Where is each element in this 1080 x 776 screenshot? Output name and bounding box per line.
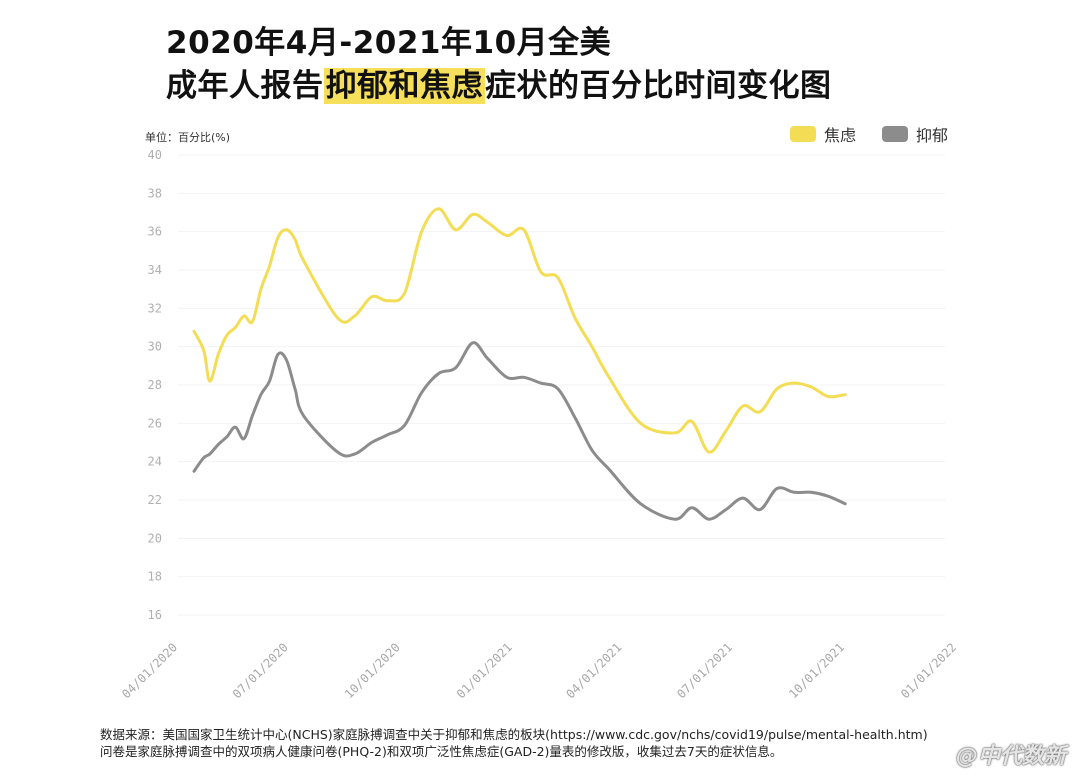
x-tick-label: 07/01/2020	[230, 640, 291, 701]
series-line-depression	[192, 341, 847, 521]
x-tick-label: 01/01/2021	[454, 640, 515, 701]
y-tick-label: 32	[148, 301, 162, 315]
y-tick-label: 40	[148, 148, 162, 162]
y-axis-ticks: 16 18 20 22 24 26 28 30 32 34 36 38 40	[148, 148, 162, 622]
legend-item-depression: 抑郁	[882, 122, 948, 146]
legend-label-depression: 抑郁	[916, 126, 949, 145]
gridlines	[178, 154, 945, 616]
x-tick-label: 10/01/2020	[342, 640, 403, 701]
y-tick-label: 24	[148, 455, 162, 469]
title-line-2-suffix: 症状的百分比时间变化图	[485, 68, 832, 104]
line-chart: 16 18 20 22 24 26 28 30 32 34 36 38 40 04/01/2020 07/…	[119, 148, 959, 701]
title-line-2-prefix: 成年人报告	[166, 68, 324, 104]
title-line-1: 2020年4月-2021年10月全美	[166, 25, 612, 61]
y-tick-label: 20	[148, 531, 162, 545]
y-tick-label: 28	[148, 378, 162, 392]
x-axis-ticks: 04/01/2020 07/01/2020 10/01/2020 01/01/2021…	[119, 640, 959, 701]
x-tick-label: 04/01/2020	[119, 640, 180, 701]
source-note: 数据来源：美国国家卫生统计中心(NCHS)家庭脉搏调查中关于抑郁和焦虑的板块(h…	[100, 726, 928, 760]
y-tick-label: 36	[148, 225, 162, 239]
legend-swatch-anxiety	[790, 126, 816, 142]
legend: 焦虑 抑郁	[790, 122, 974, 146]
legend-label-anxiety: 焦虑	[824, 126, 857, 145]
chart-title: 2020年4月-2021年10月全美 成年人报告抑郁和焦虑症状的百分比时间变化图	[166, 22, 832, 108]
unit-label: 单位：百分比(%)	[145, 131, 231, 144]
y-tick-label: 34	[148, 263, 162, 277]
x-tick-label: 07/01/2021	[674, 640, 735, 701]
legend-item-anxiety: 焦虑	[790, 122, 856, 146]
title-highlight: 抑郁和焦虑	[323, 68, 485, 104]
x-tick-label: 10/01/2021	[786, 640, 847, 701]
y-tick-label: 26	[148, 416, 162, 430]
source-line-2: 问卷是家庭脉搏调查中的双项病人健康问卷(PHQ-2)和双项广泛性焦虑症(GAD-…	[100, 744, 783, 759]
title-line-2: 成年人报告抑郁和焦虑症状的百分比时间变化图	[166, 65, 832, 108]
y-tick-label: 38	[148, 186, 162, 200]
y-tick-label: 16	[148, 608, 162, 622]
series-line-anxiety	[192, 207, 847, 454]
series-lines	[192, 207, 847, 521]
y-tick-label: 30	[148, 340, 162, 354]
source-line-1: 数据来源：美国国家卫生统计中心(NCHS)家庭脉搏调查中关于抑郁和焦虑的板块(h…	[100, 727, 928, 742]
y-tick-label: 22	[148, 493, 162, 507]
legend-swatch-depression	[882, 126, 909, 142]
y-tick-label: 18	[148, 570, 162, 584]
watermark: @中代数新	[955, 744, 1066, 769]
x-tick-label: 04/01/2021	[563, 640, 624, 701]
x-tick-label: 01/01/2022	[898, 640, 959, 701]
